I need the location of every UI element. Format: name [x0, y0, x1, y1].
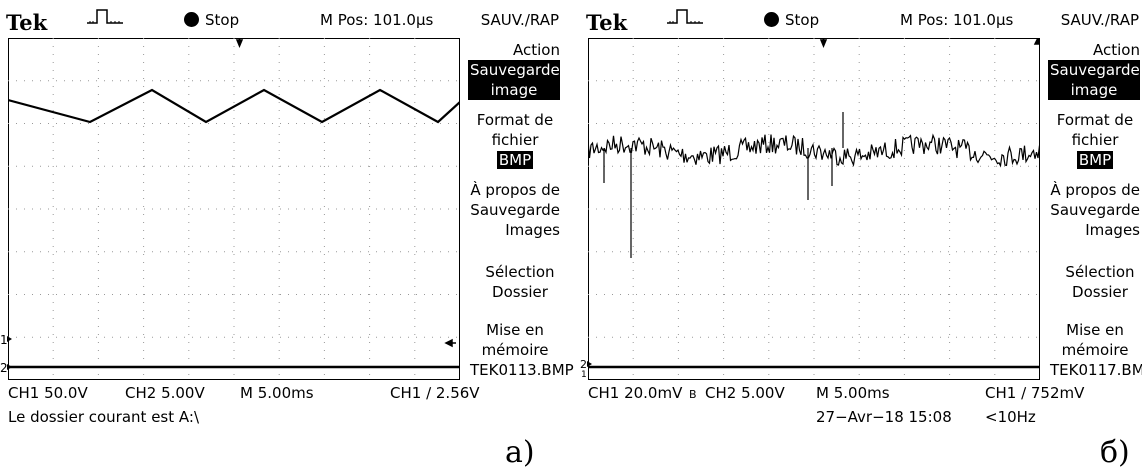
figure-label-b: б)	[1100, 435, 1130, 470]
status-bar: Tek Stop M Pos: 101.0µs	[0, 0, 455, 38]
status-bar: Tek Stop M Pos: 101.0µs	[580, 0, 1035, 38]
svg-text:2: 2	[580, 358, 587, 371]
action-menu-item[interactable]: Action Sauvegarde image	[1048, 40, 1140, 100]
horizontal-position: M Pos: 101.0µs	[320, 11, 434, 29]
acquisition-pulse-icon	[87, 9, 123, 24]
run-status: Stop	[764, 11, 819, 29]
save-filename: TEK0117.BMP	[1050, 361, 1142, 379]
trigger-level-icon	[1033, 38, 1040, 45]
save-filename: TEK0113.BMP	[470, 361, 574, 379]
ch2-scale: CH2 5.00V	[705, 384, 785, 402]
scope-screen-b: Tek Stop M Pos: 101.0µs 2 1 SAUV./RAP Ac…	[580, 0, 1142, 470]
action-label: Action	[513, 41, 560, 59]
action-menu-item[interactable]: Action Sauvegarde image	[468, 40, 560, 100]
select-folder-label: Sélection Dossier	[1065, 263, 1135, 301]
readout-bar: CH1 20.0mV B CH2 5.00V M 5.00ms CH1 ∕ 75…	[580, 384, 1142, 440]
run-status-label: Stop	[785, 11, 820, 29]
figure-label-a: а)	[505, 435, 535, 470]
save-recall-menu: SAUV./RAP Action Sauvegarde image Format…	[1042, 0, 1142, 384]
channel-markers: 1 2	[0, 333, 12, 374]
brand-logo: Tek	[586, 10, 628, 35]
action-value: Sauvegarde image	[1048, 60, 1140, 100]
file-format-label: Format de fichier	[476, 111, 554, 149]
date-time: 27−Avr−18 15:08	[816, 408, 952, 426]
ch1-scale: CH1 50.0V	[8, 384, 88, 402]
file-format-value: BMP	[1076, 151, 1114, 169]
svg-text:1: 1	[0, 333, 8, 347]
file-format-label: Format de fichier	[1056, 111, 1134, 149]
trigger-readout: CH1 ∕ 752mV	[985, 384, 1085, 402]
svg-text:2: 2	[0, 361, 8, 374]
save-to-memory-menu-item[interactable]: Mise en mémoire TEK0113.BMP	[470, 320, 574, 380]
select-folder-menu-item[interactable]: Sélection Dossier	[480, 262, 560, 302]
file-format-value: BMP	[496, 151, 534, 169]
stop-indicator-icon	[184, 12, 199, 27]
about-label: À propos de Sauvegarde Images	[470, 181, 560, 239]
scope-screen-a: Tek Stop M Pos: 101.0µs 1 2 SAUV./RAP Ac…	[0, 0, 574, 470]
folder-message: Le dossier courant est A:\	[8, 408, 199, 426]
channel1-waveform	[8, 88, 460, 124]
trigger-position-icon	[819, 38, 828, 48]
save-to-memory-menu-item[interactable]: Mise en mémoire TEK0117.BMP	[1050, 320, 1142, 380]
save-label: Mise en mémoire	[481, 321, 549, 359]
save-label: Mise en mémoire	[1061, 321, 1129, 359]
menu-title: SAUV./RAP	[1060, 11, 1139, 29]
action-value: Sauvegarde image	[468, 60, 560, 100]
brand-logo: Tek	[6, 10, 48, 35]
file-format-menu-item[interactable]: Format de fichier BMP	[470, 110, 560, 170]
run-status-label: Stop	[205, 11, 240, 29]
menu-title: SAUV./RAP	[480, 11, 559, 29]
ch2-scale: CH2 5.00V	[125, 384, 205, 402]
bandwidth-limit-icon: B	[689, 388, 697, 401]
trigger-frequency: <10Hz	[985, 408, 1036, 426]
horizontal-position: M Pos: 101.0µs	[900, 11, 1014, 29]
svg-text:1: 1	[581, 370, 587, 378]
about-label: À propos de Sauvegarde Images	[1050, 181, 1140, 239]
acquisition-pulse-icon	[667, 9, 703, 24]
timebase: M 5.00ms	[240, 384, 314, 402]
select-folder-label: Sélection Dossier	[485, 263, 555, 301]
about-save-images-menu-item[interactable]: À propos de Sauvegarde Images	[464, 180, 560, 240]
waveform-graticule	[8, 38, 460, 380]
timebase: M 5.00ms	[816, 384, 890, 402]
action-label: Action	[1093, 41, 1140, 59]
readout-bar: CH1 50.0V CH2 5.00V M 5.00ms CH1 ∕ 2.56V…	[0, 384, 562, 440]
channel-markers: 2 1	[580, 358, 592, 378]
run-status: Stop	[184, 11, 239, 29]
file-format-menu-item[interactable]: Format de fichier BMP	[1050, 110, 1140, 170]
trigger-level-icon	[444, 338, 456, 348]
about-save-images-menu-item[interactable]: À propos de Sauvegarde Images	[1044, 180, 1140, 240]
trigger-position-icon	[235, 38, 244, 48]
save-recall-menu: SAUV./RAP Action Sauvegarde image Format…	[462, 0, 574, 384]
select-folder-menu-item[interactable]: Sélection Dossier	[1060, 262, 1140, 302]
stop-indicator-icon	[764, 12, 779, 27]
waveform-graticule	[588, 38, 1040, 380]
trigger-readout: CH1 ∕ 2.56V	[390, 384, 480, 402]
ch1-scale: CH1 20.0mV	[588, 384, 683, 402]
channel1-waveform	[588, 112, 1040, 258]
